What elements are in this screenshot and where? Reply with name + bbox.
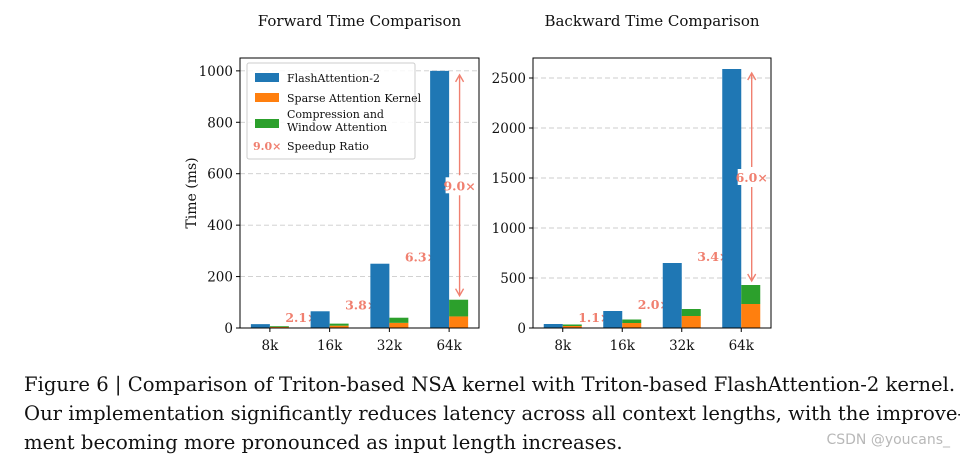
speedup-label: 3.4× [697, 249, 729, 264]
figure-caption: Figure 6 | Comparison of Triton-based NS… [24, 370, 960, 457]
legend-swatch [255, 73, 279, 82]
bar-sparse-attention [622, 323, 642, 328]
y-tick-label: 1000 [199, 64, 233, 80]
x-tick-label: 8k [554, 338, 572, 354]
legend-box [246, 62, 416, 160]
bar-flashattention [722, 69, 742, 328]
chart-panel-1: Forward Time Comparison 0 200 400 600 800 1000… [184, 12, 480, 354]
x-tick-label: 64k [729, 338, 755, 354]
speedup-label: 9.0× [443, 178, 475, 193]
bar-compression-window [562, 324, 582, 326]
bar-flashattention [543, 324, 563, 328]
bar-compression-window [622, 319, 642, 323]
bar-compression-window [741, 285, 761, 304]
speedup-label: 6.0× [736, 170, 768, 185]
legend-swatch [255, 93, 279, 102]
y-tick-label: 400 [207, 218, 233, 234]
bar-sparse-attention [562, 326, 582, 328]
bar-sparse-attention [449, 316, 469, 328]
legend-label: Speedup Ratio [287, 140, 369, 153]
y-tick-label: 1000 [492, 221, 526, 237]
bar-compression-window [449, 299, 469, 317]
x-tick-label: 16k [317, 338, 343, 354]
speedup-label: 2.1× [285, 310, 317, 325]
legend-label: FlashAttention-2 [287, 72, 380, 85]
speedup-arrowhead [747, 273, 757, 283]
x-tick-label: 16k [610, 338, 636, 354]
figure-charts: Forward Time Comparison 0 200 400 600 800 1000… [184, 12, 772, 354]
chart-title: Backward Time Comparison [544, 12, 759, 30]
bar-flashattention [370, 263, 390, 328]
legend-swatch [255, 119, 279, 128]
speedup-label: 3.8× [345, 297, 377, 312]
y-tick-label: 0 [517, 321, 526, 337]
speedup-label: 2.0× [638, 297, 670, 312]
y-axis-label: Time (ms) [184, 157, 200, 228]
y-tick-label: 1500 [492, 171, 526, 187]
x-tick-label: 32k [669, 338, 695, 354]
bar-compression-window [389, 317, 409, 323]
x-tick-label: 8k [261, 338, 279, 354]
bar-flashattention [430, 70, 450, 328]
legend: FlashAttention-2 Sparse Attention Kernel C… [246, 62, 422, 160]
legend-label: Compression and [287, 108, 384, 121]
bar-flashattention [603, 311, 623, 328]
bar-compression-window [269, 326, 289, 327]
legend-speedup-sample: 9.0× [253, 140, 281, 153]
bar-flashattention [310, 311, 330, 328]
y-tick-label: 800 [207, 115, 233, 131]
caption-line: Figure 6 | Comparison of Triton-based NS… [24, 373, 956, 396]
legend-label: Sparse Attention Kernel [287, 92, 422, 105]
bar-sparse-attention [741, 304, 761, 328]
y-tick-label: 2000 [492, 121, 526, 137]
bar-sparse-attention [389, 322, 409, 328]
bar-flashattention [662, 263, 682, 328]
y-tick-label: 200 [207, 270, 233, 286]
speedup-arrowhead [454, 288, 465, 298]
speedup-label: 6.3× [405, 250, 437, 265]
y-tick-label: 600 [207, 167, 233, 183]
bar-flashattention [250, 324, 270, 328]
plot-frame [532, 57, 772, 329]
speedup-label: 1.1× [578, 310, 610, 325]
bar-compression-window [329, 323, 349, 326]
speedup-arrowhead [747, 71, 757, 81]
speedup-arrowhead [454, 73, 465, 83]
y-tick-label: 2500 [492, 71, 526, 87]
bar-sparse-attention [329, 325, 349, 328]
x-tick-label: 32k [377, 338, 403, 354]
y-tick-label: 0 [224, 321, 233, 337]
bar-compression-window [681, 309, 701, 316]
watermark: CSDN @youcans_ [826, 432, 950, 448]
caption-line: ment becoming more pronounced as input l… [24, 431, 623, 454]
bar-sparse-attention [681, 316, 701, 328]
speedup-label-bg [737, 169, 766, 185]
chart-panel-2: Backward Time Comparison 0 500 1000 1500 2000… [492, 12, 772, 354]
legend-label: Window Attention [287, 121, 387, 134]
speedup-label-bg [445, 177, 474, 194]
y-tick-label: 500 [500, 271, 526, 287]
plot-frame [239, 57, 480, 329]
x-tick-label: 64k [436, 338, 462, 354]
caption-line: Our implementation significantly reduces… [24, 402, 960, 425]
chart-title: Forward Time Comparison [258, 12, 462, 30]
bar-sparse-attention [269, 326, 289, 328]
